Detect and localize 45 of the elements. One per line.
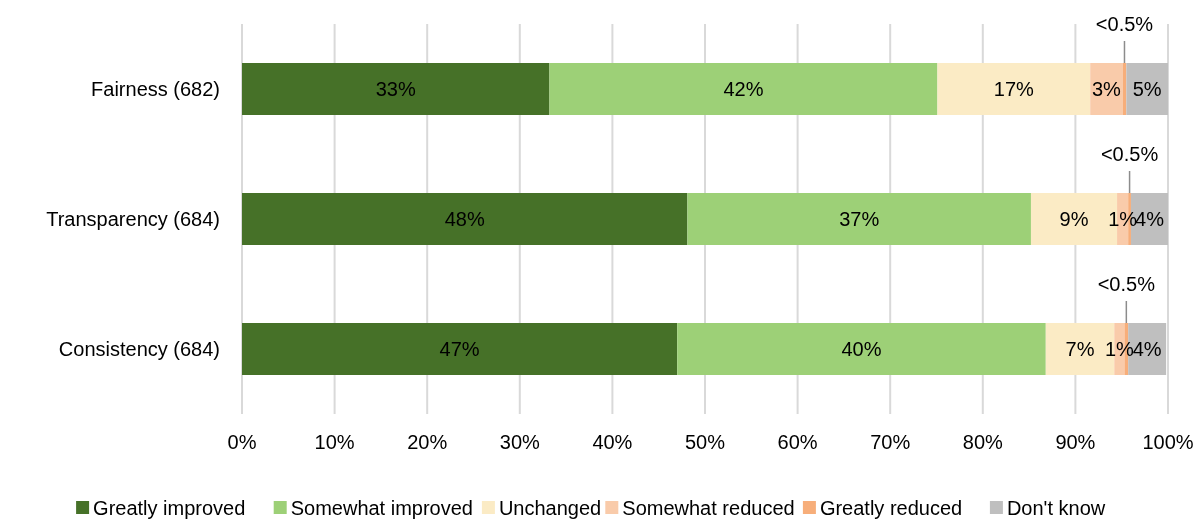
- data-label: 48%: [444, 208, 485, 230]
- bar: [242, 63, 550, 115]
- x-tick-label: 0%: [227, 431, 257, 453]
- x-tick-label: 50%: [684, 431, 726, 453]
- bar: [242, 323, 678, 375]
- bar: [687, 193, 1031, 245]
- legend-label: Greatly improved: [93, 497, 246, 519]
- data-label: <0.5%: [1095, 13, 1154, 35]
- data-label: 4%: [1132, 338, 1162, 360]
- legend-label: Unchanged: [498, 497, 602, 519]
- y-tick-label: Fairness (682): [91, 78, 220, 100]
- x-tick-label: 10%: [314, 431, 355, 453]
- bar: [677, 323, 1046, 375]
- y-tick-label: Consistency (684): [58, 338, 220, 360]
- legend-label: Greatly reduced: [819, 497, 963, 519]
- x-tick-label: 100%: [1142, 431, 1194, 453]
- data-label: 40%: [841, 338, 882, 360]
- x-tick-label: 80%: [962, 431, 1004, 453]
- x-tick-label: 20%: [407, 431, 448, 453]
- legend-label: Somewhat reduced: [622, 497, 795, 519]
- x-tick-label: 40%: [592, 431, 633, 453]
- y-tick-label: Transparency (684): [46, 208, 220, 230]
- x-tick-label: 70%: [870, 431, 911, 453]
- bar: [937, 63, 1091, 115]
- data-label: <0.5%: [1097, 273, 1156, 295]
- x-tick-label: 90%: [1055, 431, 1096, 453]
- data-label: 17%: [993, 78, 1035, 100]
- bar: [549, 63, 938, 115]
- bar: [1126, 63, 1168, 115]
- data-label: 4%: [1135, 208, 1165, 230]
- legend-label: Somewhat improved: [290, 497, 474, 519]
- data-label: 42%: [723, 78, 764, 100]
- data-label: <0.5%: [1100, 143, 1159, 165]
- data-label: 3%: [1091, 78, 1122, 100]
- x-tick-label: 60%: [777, 431, 818, 453]
- data-label: 33%: [375, 78, 416, 100]
- data-label: 1%: [1108, 208, 1138, 230]
- data-label: 47%: [439, 338, 480, 360]
- data-label: 9%: [1059, 208, 1089, 230]
- bar: [242, 193, 688, 245]
- legend-label: Don't know: [1006, 497, 1106, 519]
- x-tick-label: 30%: [499, 431, 541, 453]
- data-label: 37%: [839, 208, 880, 230]
- data-label: 5%: [1132, 78, 1162, 100]
- data-label: 7%: [1065, 338, 1095, 360]
